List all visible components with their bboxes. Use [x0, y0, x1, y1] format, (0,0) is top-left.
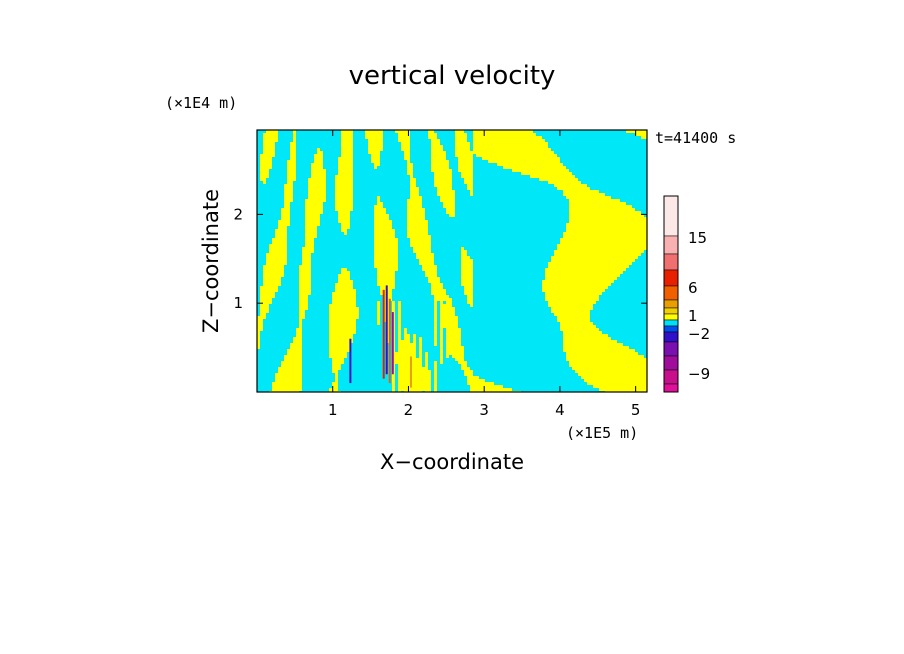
colorbar-segment	[663, 195, 679, 237]
x-tick-label: 4	[555, 401, 565, 419]
y-axis-label: Z−coordinate	[199, 189, 223, 333]
colorbar-tick-label: −9	[688, 365, 710, 383]
colorbar-segment	[663, 319, 679, 327]
heatmap-field	[257, 130, 647, 392]
colorbar-segment	[663, 331, 679, 343]
x-tick-label: 5	[631, 401, 641, 419]
x-tick-label: 2	[404, 401, 414, 419]
colorbar-segment	[663, 285, 679, 301]
colorbar-segment	[663, 355, 679, 371]
x-axis-label: X−coordinate	[380, 450, 524, 474]
convective-streak	[382, 289, 385, 379]
convective-streak	[391, 312, 394, 375]
colorbar-tick-label: 1	[688, 307, 698, 325]
x-axis-unit: (×1E5 m)	[566, 424, 638, 442]
convective-streak	[349, 338, 352, 384]
colorbar-frame	[663, 195, 679, 393]
colorbar-tick-label: 6	[688, 279, 698, 297]
colorbar: 15 6 1−2 −9	[663, 195, 710, 393]
y-tick-label: 2	[233, 205, 243, 223]
colorbar-segment	[663, 269, 679, 287]
x-axis: 1 2 3 4 5	[328, 130, 640, 419]
colorbar-tick-label: −2	[688, 325, 710, 343]
time-label: t=41400 s	[655, 129, 736, 147]
convective-streak	[385, 285, 388, 375]
y-tick-label: 1	[233, 294, 243, 312]
colorbar-segment	[663, 307, 679, 315]
x-tick-label: 3	[479, 401, 489, 419]
colorbar-segment	[663, 325, 679, 333]
colorbar-segment	[663, 235, 679, 255]
colorbar-segment	[663, 313, 679, 321]
convective-streak	[409, 356, 412, 388]
y-axis: 12	[233, 205, 647, 312]
convective-streak	[388, 298, 391, 384]
colorbar-tick-label: 15	[688, 229, 707, 247]
colorbar-segment	[663, 299, 679, 309]
x-tick-label: 1	[328, 401, 338, 419]
y-axis-unit: (×1E4 m)	[165, 94, 237, 112]
plot-frame	[256, 129, 648, 393]
positive-velocity-region	[257, 130, 647, 392]
colorbar-segment	[663, 253, 679, 271]
colorbar-segment	[663, 369, 679, 385]
colorbar-segment	[663, 383, 679, 393]
colorbar-segment	[663, 341, 679, 357]
chart-title: vertical velocity	[349, 61, 556, 91]
